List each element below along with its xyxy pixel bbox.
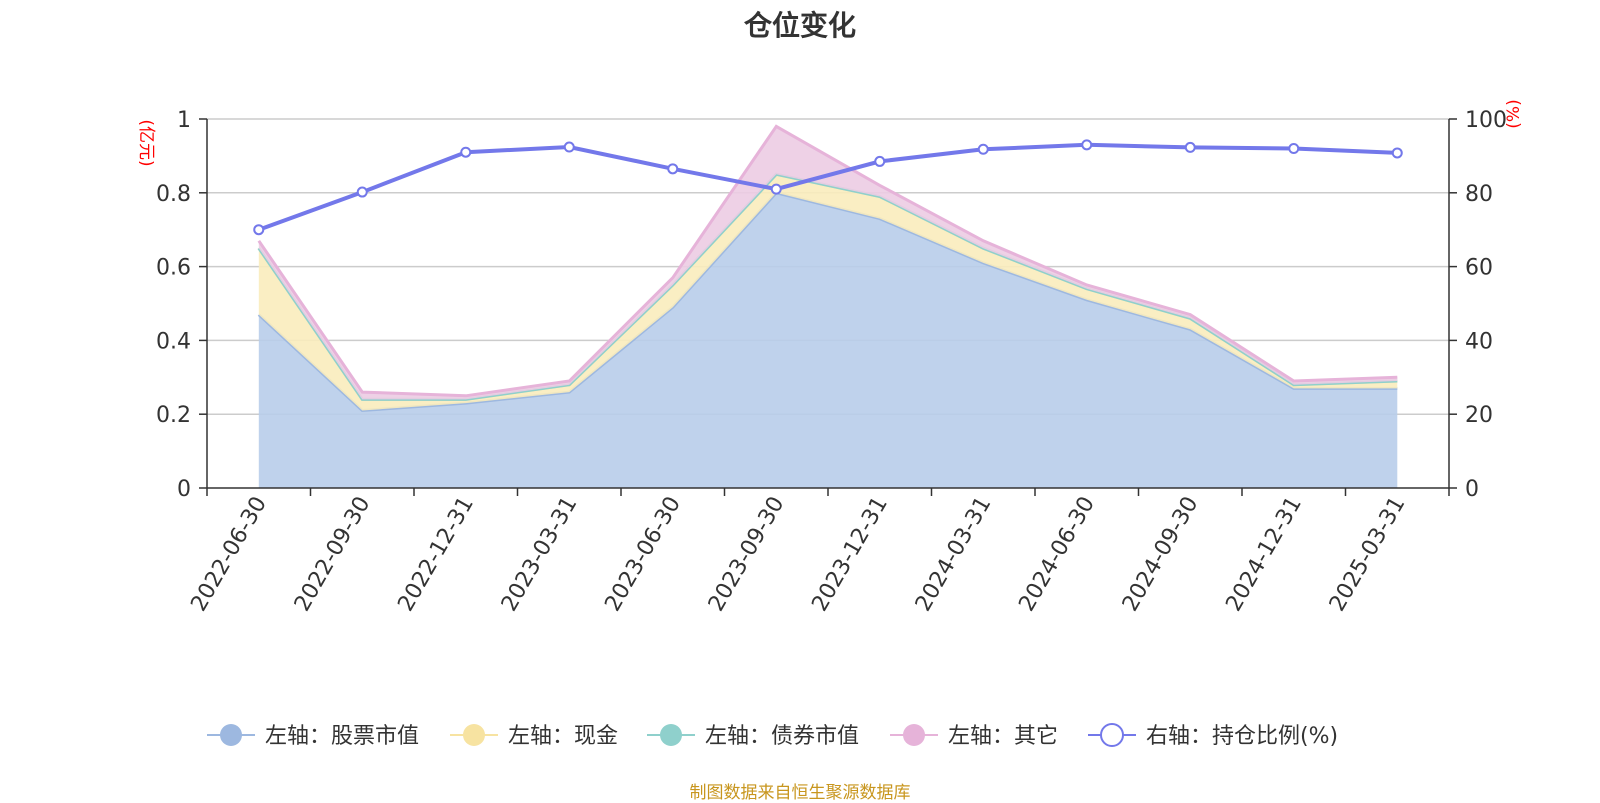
right-axis-unit: (%) bbox=[1504, 99, 1524, 128]
left-axis-tick-label: 1 bbox=[177, 108, 191, 133]
ratio-point bbox=[667, 163, 679, 175]
x-axis-tick-label: 2024-12-31 bbox=[1221, 493, 1307, 616]
x-axis-tick-label: 2022-06-30 bbox=[186, 493, 272, 616]
legend-label: 左轴：现金 bbox=[508, 724, 618, 749]
x-axis-tick-label: 2023-03-31 bbox=[497, 493, 583, 616]
x-axis-tick-label: 2023-06-30 bbox=[600, 493, 686, 616]
ratio-point bbox=[460, 146, 472, 158]
left-axis-tick-label: 0.8 bbox=[156, 182, 191, 207]
ratio-point bbox=[1391, 147, 1403, 159]
ratio-point bbox=[977, 143, 989, 155]
ratio-point bbox=[770, 183, 782, 195]
legend-label: 左轴：股票市值 bbox=[265, 724, 419, 749]
left-axis-tick-label: 0.2 bbox=[156, 403, 191, 428]
area-line-4 bbox=[257, 124, 1398, 398]
area-fill-4 bbox=[258, 126, 1398, 400]
legend: 左轴：股票市值 左轴：现金 左轴：债券市值 左轴：其它 右轴：持仓比例(%) bbox=[207, 723, 1338, 749]
chart-title: 仓位变化 bbox=[743, 9, 856, 42]
x-axis-tick-label: 2024-06-30 bbox=[1014, 493, 1100, 616]
ratio-point bbox=[356, 186, 368, 198]
ratio-point bbox=[874, 155, 886, 167]
area-series bbox=[257, 124, 1398, 489]
source-note: 制图数据来自恒生聚源数据库 bbox=[689, 783, 911, 803]
right-axis-tick-label: 100 bbox=[1465, 108, 1507, 133]
ratio-point bbox=[563, 141, 575, 153]
x-axis-tick-label: 2025-03-31 bbox=[1325, 493, 1411, 616]
area-fill-1 bbox=[258, 192, 1398, 489]
x-axis-tick-label: 2023-09-30 bbox=[704, 493, 790, 616]
legend-circle-icon bbox=[220, 724, 242, 746]
legend-circle-icon bbox=[1100, 723, 1124, 747]
x-axis-tick-label: 2022-09-30 bbox=[290, 493, 376, 616]
left-axis-tick-label: 0.6 bbox=[156, 256, 191, 281]
x-axis-tick-label: 2022-12-31 bbox=[393, 493, 479, 616]
legend-item: 左轴：债券市值 bbox=[647, 724, 859, 749]
legend-circle-icon bbox=[660, 724, 682, 746]
legend-label: 左轴：其它 bbox=[948, 724, 1058, 749]
right-axis-tick-label: 40 bbox=[1465, 329, 1493, 354]
x-axis-tick-label: 2023-12-31 bbox=[807, 493, 893, 616]
legend-item: 左轴：现金 bbox=[450, 724, 618, 749]
x-axis-tick-label: 2024-03-31 bbox=[911, 493, 997, 616]
x-axis-tick-label: 2024-09-30 bbox=[1118, 493, 1204, 616]
legend-item: 左轴：其它 bbox=[890, 724, 1058, 749]
legend-item: 右轴：持仓比例(%) bbox=[1088, 723, 1338, 749]
legend-label: 左轴：债券市值 bbox=[705, 724, 859, 749]
left-axis-unit: (亿元) bbox=[136, 119, 156, 166]
right-axis-tick-label: 20 bbox=[1465, 403, 1493, 428]
left-axis-tick-label: 0 bbox=[177, 477, 191, 502]
legend-circle-icon bbox=[903, 724, 925, 746]
legend-label: 右轴：持仓比例(%) bbox=[1146, 724, 1338, 749]
ratio-point bbox=[1288, 143, 1300, 155]
ratio-point bbox=[253, 224, 265, 236]
left-axis-tick-label: 0.4 bbox=[156, 329, 191, 354]
ratio-point bbox=[1184, 141, 1196, 153]
legend-item: 左轴：股票市值 bbox=[207, 724, 419, 749]
ratio-line bbox=[258, 142, 1398, 232]
legend-circle-icon bbox=[463, 724, 485, 746]
ratio-line-series bbox=[253, 139, 1403, 236]
right-axis-tick-label: 0 bbox=[1465, 477, 1479, 502]
ratio-point bbox=[1081, 139, 1093, 151]
right-axis-tick-label: 60 bbox=[1465, 256, 1493, 281]
right-axis-tick-label: 80 bbox=[1465, 182, 1493, 207]
